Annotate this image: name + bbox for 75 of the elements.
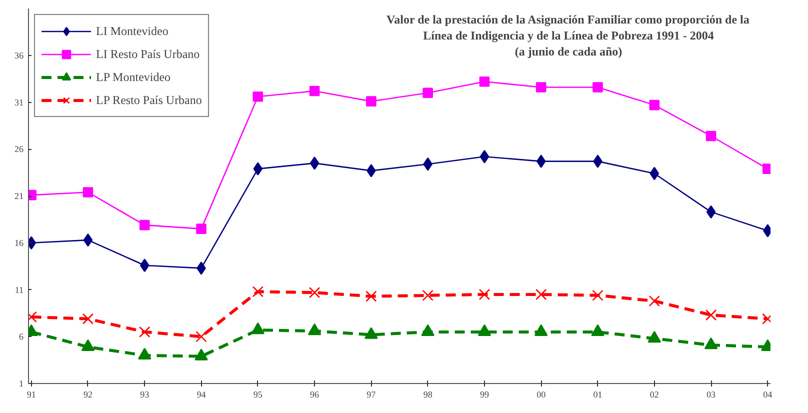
point xyxy=(422,88,433,98)
legend-label: LP Montevideo xyxy=(96,70,171,84)
x-tick-label: 91 xyxy=(26,390,36,400)
point xyxy=(196,331,207,342)
point xyxy=(196,262,206,275)
point xyxy=(308,323,322,336)
point xyxy=(592,82,603,92)
point xyxy=(705,309,717,321)
legend-label: LP Resto País Urbano xyxy=(96,92,202,108)
point xyxy=(138,348,152,360)
point xyxy=(139,326,150,338)
text: Valor de la prestación de la Asignación Familiar como proporción de la Línea de Indigencia y de la Línea de Pobreza 1991 - 2004 xyxy=(386,12,750,42)
point xyxy=(536,288,547,300)
point xyxy=(593,154,602,168)
point xyxy=(83,233,93,247)
legend-label: LI Resto País Urbano xyxy=(96,46,200,62)
point xyxy=(253,162,263,176)
point xyxy=(422,290,434,301)
point xyxy=(706,130,716,142)
point xyxy=(310,156,320,170)
y-tick-label: 16 xyxy=(14,238,24,248)
point xyxy=(366,96,376,106)
point xyxy=(366,164,376,178)
point xyxy=(194,348,208,360)
x-tick-label: 01 xyxy=(593,390,602,400)
y-tick-label: 6 xyxy=(19,332,24,342)
point xyxy=(139,220,150,230)
point xyxy=(364,327,378,339)
point xyxy=(82,187,94,198)
y-tick-label: 11 xyxy=(14,284,24,295)
point xyxy=(536,82,546,92)
x-tick-label: 04 xyxy=(763,390,773,400)
point xyxy=(704,337,718,350)
point xyxy=(706,205,716,219)
point xyxy=(82,313,94,324)
point xyxy=(196,224,206,234)
point xyxy=(591,324,604,336)
x-tick-label: 98 xyxy=(423,390,433,400)
y-tick-label: 31 xyxy=(14,97,24,108)
x-tick-label: 92 xyxy=(83,390,92,400)
point xyxy=(366,290,377,302)
y-tick-label: 36 xyxy=(14,50,24,60)
point xyxy=(478,288,490,300)
y-tick-label: 21 xyxy=(14,191,24,201)
x-tick-label: 02 xyxy=(650,390,659,400)
point xyxy=(592,290,604,301)
x-tick-label: 96 xyxy=(310,390,320,400)
point xyxy=(648,295,660,307)
point xyxy=(536,154,546,168)
x-tick-label: 00 xyxy=(536,390,546,400)
x-tick-label: 95 xyxy=(253,390,263,400)
point xyxy=(308,286,320,298)
x-tick-label: 94 xyxy=(196,390,206,400)
point xyxy=(648,330,662,343)
y-tick-label: 1 xyxy=(19,378,24,388)
point xyxy=(534,324,548,336)
text: (a junio de cada año) xyxy=(514,44,622,58)
point xyxy=(421,324,434,336)
point xyxy=(252,286,264,298)
x-tick-label: 97 xyxy=(366,390,376,400)
point xyxy=(251,322,265,334)
point xyxy=(480,150,490,164)
x-tick-label: 03 xyxy=(706,390,716,400)
point xyxy=(252,91,264,102)
legend-label: LI Montevideo xyxy=(96,24,168,38)
point xyxy=(479,76,490,87)
x-tick-label: 99 xyxy=(480,390,490,400)
point xyxy=(81,339,95,352)
point xyxy=(140,258,150,272)
point xyxy=(309,86,320,96)
y-tick-label: 26 xyxy=(14,144,24,154)
point xyxy=(649,100,660,110)
point xyxy=(478,324,492,336)
point xyxy=(650,166,660,180)
x-tick-label: 93 xyxy=(140,390,150,400)
